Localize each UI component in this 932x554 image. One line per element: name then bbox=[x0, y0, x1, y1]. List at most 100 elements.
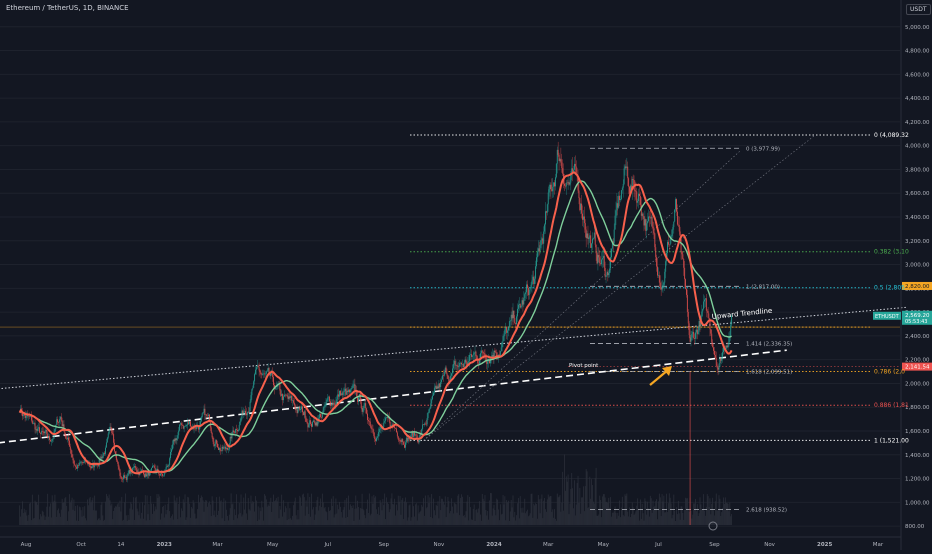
volume-bar bbox=[34, 500, 36, 525]
volume-bar bbox=[598, 514, 600, 525]
volume-bar bbox=[343, 507, 345, 525]
volume-bar bbox=[258, 519, 260, 525]
candle bbox=[607, 272, 609, 276]
volume-bar bbox=[385, 519, 386, 525]
candle bbox=[691, 334, 693, 338]
candle bbox=[703, 301, 705, 309]
volume-bar bbox=[465, 511, 467, 525]
volume-bar bbox=[40, 514, 41, 525]
candle bbox=[653, 227, 655, 234]
candle bbox=[566, 182, 568, 184]
candle bbox=[36, 429, 38, 431]
candle bbox=[224, 446, 226, 448]
volume-bar bbox=[700, 504, 702, 525]
candle bbox=[575, 166, 577, 175]
candle bbox=[433, 387, 435, 393]
price-axis[interactable]: 800.001,000.001,200.001,400.001,600.001,… bbox=[873, 0, 932, 550]
volume-bar bbox=[485, 509, 487, 525]
candle bbox=[649, 217, 651, 219]
candle bbox=[650, 216, 652, 219]
volume-bar bbox=[153, 511, 155, 525]
candle bbox=[629, 186, 630, 194]
volume-bar bbox=[72, 509, 74, 525]
volume-bar bbox=[646, 514, 648, 525]
candle bbox=[386, 417, 387, 418]
volume-bar bbox=[160, 519, 162, 525]
volume-bar bbox=[669, 497, 671, 525]
volume-bar bbox=[24, 512, 26, 525]
candle bbox=[704, 298, 706, 300]
volume-bar bbox=[44, 520, 46, 525]
volume-bar bbox=[487, 510, 489, 525]
trendlines bbox=[0, 135, 907, 525]
volume-bar bbox=[595, 467, 597, 525]
volume-bar bbox=[451, 498, 452, 525]
volume-bar bbox=[311, 493, 312, 525]
candle bbox=[433, 392, 434, 396]
volume-bar bbox=[101, 502, 103, 525]
price-tick-label: 2,200.00 bbox=[905, 358, 930, 364]
volume-bar bbox=[462, 515, 464, 525]
volume-bar bbox=[524, 498, 526, 525]
volume-bar bbox=[638, 508, 639, 525]
candle bbox=[730, 324, 732, 337]
candle bbox=[115, 451, 116, 455]
volume-bar bbox=[590, 498, 592, 525]
candle bbox=[424, 423, 426, 425]
candle bbox=[49, 436, 50, 440]
candle bbox=[162, 475, 164, 477]
candle bbox=[561, 162, 563, 169]
volume-bar bbox=[446, 507, 448, 525]
volume-bar bbox=[528, 515, 530, 525]
volume-bar bbox=[105, 501, 106, 525]
candle bbox=[613, 229, 615, 244]
time-axis[interactable]: Aug Oct 14 2023 Mar May Jul Sep Nov 2024 Mar May Jul… bbox=[0, 536, 901, 548]
candle bbox=[582, 213, 584, 220]
volume-bar bbox=[118, 506, 120, 525]
volume-bar bbox=[415, 503, 417, 525]
candle bbox=[664, 271, 666, 283]
candle bbox=[632, 178, 634, 180]
candle bbox=[296, 409, 298, 414]
volume-bar bbox=[551, 511, 553, 525]
volume-bar bbox=[562, 471, 564, 525]
fib-extension-label: 1.618 (2,099.51) bbox=[746, 370, 792, 376]
volume-bar bbox=[108, 494, 110, 525]
candle bbox=[105, 442, 107, 448]
candle bbox=[695, 329, 697, 333]
volume-bar bbox=[48, 516, 49, 525]
candle bbox=[157, 468, 159, 472]
candle bbox=[460, 362, 462, 364]
volume-bar bbox=[542, 518, 544, 525]
candle bbox=[502, 336, 504, 342]
volume-bar bbox=[40, 516, 42, 525]
candle bbox=[437, 386, 439, 389]
candle bbox=[285, 394, 287, 396]
candle bbox=[340, 393, 342, 396]
volume-bar bbox=[279, 505, 281, 525]
candle bbox=[334, 404, 336, 406]
currency-badge[interactable]: USDT bbox=[906, 4, 931, 15]
volume-bar bbox=[90, 502, 92, 525]
volume-bar bbox=[594, 477, 596, 525]
candle bbox=[109, 426, 111, 430]
candle bbox=[31, 420, 33, 424]
volume-bar bbox=[372, 503, 374, 525]
volume-bar bbox=[111, 503, 113, 525]
candle bbox=[189, 421, 191, 427]
volume-bar bbox=[540, 498, 542, 525]
candle bbox=[652, 226, 654, 228]
volume-bar bbox=[662, 501, 664, 525]
price-tick-label: 1,200.00 bbox=[905, 477, 930, 483]
candle bbox=[246, 413, 247, 416]
candle bbox=[132, 467, 134, 473]
candle bbox=[137, 471, 139, 473]
volume-bar bbox=[67, 520, 68, 525]
candle bbox=[268, 367, 270, 373]
volume-bar bbox=[89, 496, 91, 525]
candle bbox=[351, 387, 353, 389]
candle bbox=[444, 367, 446, 372]
volume-bar bbox=[670, 503, 672, 525]
